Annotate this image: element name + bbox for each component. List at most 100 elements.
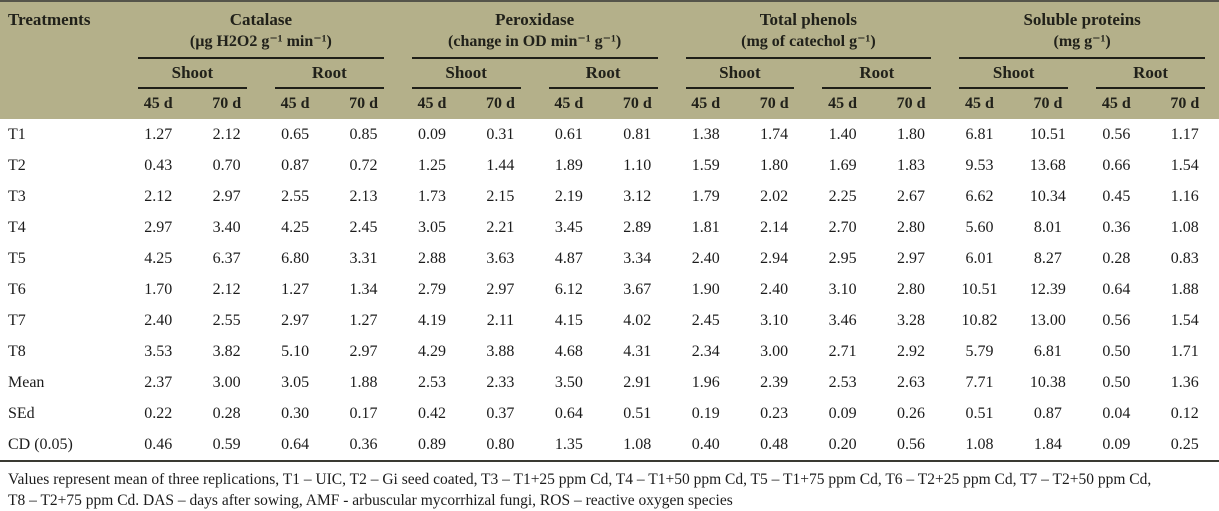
data-cell: 1.34 bbox=[329, 274, 398, 305]
data-cell: 3.40 bbox=[192, 212, 261, 243]
data-cell: 4.87 bbox=[534, 243, 604, 274]
group-header-underline: Total phenols (mg of catechol g⁻¹) bbox=[685, 2, 932, 59]
footnote-line: T8 – T2+75 ppm Cd. DAS – days after sowi… bbox=[8, 492, 733, 509]
header-day-row: 45 d 70 d 45 d 70 d 45 d 70 d 45 d 70 d 45 d 70 d… bbox=[0, 89, 1219, 119]
data-cell: 2.88 bbox=[397, 243, 467, 274]
data-cell: 0.45 bbox=[1082, 181, 1151, 212]
data-cell: 2.53 bbox=[397, 367, 467, 398]
row-label: T6 bbox=[0, 274, 124, 305]
data-cell: 3.34 bbox=[603, 243, 672, 274]
group-name: Total phenols bbox=[759, 10, 857, 29]
data-cell: 0.83 bbox=[1150, 243, 1219, 274]
data-cell: 0.04 bbox=[1082, 398, 1151, 429]
day-header: 45 d bbox=[124, 89, 193, 119]
table-row: T2 0.43 0.70 0.87 0.72 1.25 1.44 1.89 1.10 1.59 1.… bbox=[0, 150, 1219, 181]
data-cell: 1.88 bbox=[1150, 274, 1219, 305]
data-cell: 1.17 bbox=[1150, 119, 1219, 150]
data-cell: 0.46 bbox=[124, 429, 193, 461]
data-cell: 0.30 bbox=[260, 398, 330, 429]
data-cell: 3.10 bbox=[739, 305, 809, 336]
data-cell: 2.40 bbox=[739, 274, 809, 305]
data-cell: 2.63 bbox=[876, 367, 946, 398]
data-cell: 2.45 bbox=[671, 305, 740, 336]
data-cell: 1.69 bbox=[808, 150, 877, 181]
data-cell: 2.13 bbox=[329, 181, 398, 212]
data-cell: 1.10 bbox=[603, 150, 672, 181]
data-cell: 4.25 bbox=[260, 212, 330, 243]
data-cell: 1.08 bbox=[945, 429, 1014, 461]
data-cell: 1.27 bbox=[124, 119, 193, 150]
column-group-header: Soluble proteins (mg g⁻¹) bbox=[945, 1, 1219, 59]
data-cell: 8.01 bbox=[1013, 212, 1083, 243]
data-cell: 0.66 bbox=[1082, 150, 1151, 181]
data-cell: 4.15 bbox=[534, 305, 604, 336]
column-group-header: Peroxidase (change in OD min⁻¹ g⁻¹) bbox=[397, 1, 672, 59]
day-header: 70 d bbox=[192, 89, 261, 119]
data-cell: 2.97 bbox=[260, 305, 330, 336]
data-cell: 2.39 bbox=[739, 367, 809, 398]
data-cell: 5.60 bbox=[945, 212, 1014, 243]
day-header: 70 d bbox=[329, 89, 398, 119]
day-header: 70 d bbox=[876, 89, 946, 119]
table-row: T7 2.40 2.55 2.97 1.27 4.19 2.11 4.15 4.02 2.45 3.… bbox=[0, 305, 1219, 336]
data-cell: 3.31 bbox=[329, 243, 398, 274]
data-cell: 3.12 bbox=[603, 181, 672, 212]
column-group-header: Catalase (µg H2O2 g⁻¹ min⁻¹) bbox=[124, 1, 398, 59]
data-cell: 4.31 bbox=[603, 336, 672, 367]
day-header: 45 d bbox=[1082, 89, 1151, 119]
data-cell: 3.05 bbox=[260, 367, 330, 398]
row-label: T1 bbox=[0, 119, 124, 150]
data-cell: 2.37 bbox=[124, 367, 193, 398]
day-header: 70 d bbox=[739, 89, 809, 119]
group-name: Peroxidase bbox=[495, 10, 575, 29]
data-cell: 1.25 bbox=[397, 150, 467, 181]
data-cell: 4.02 bbox=[603, 305, 672, 336]
data-cell: 0.23 bbox=[739, 398, 809, 429]
data-cell: 2.97 bbox=[192, 181, 261, 212]
row-label: Mean bbox=[0, 367, 124, 398]
data-cell: 0.25 bbox=[1150, 429, 1219, 461]
data-cell: 0.65 bbox=[260, 119, 330, 150]
data-cell: 0.51 bbox=[945, 398, 1014, 429]
data-cell: 1.36 bbox=[1150, 367, 1219, 398]
treatments-header: Treatments bbox=[0, 1, 124, 119]
data-cell: 0.42 bbox=[397, 398, 467, 429]
data-cell: 1.81 bbox=[671, 212, 740, 243]
data-cell: 0.81 bbox=[603, 119, 672, 150]
data-cell: 2.67 bbox=[876, 181, 946, 212]
data-cell: 6.12 bbox=[534, 274, 604, 305]
data-cell: 0.89 bbox=[397, 429, 467, 461]
data-cell: 0.50 bbox=[1082, 336, 1151, 367]
data-cell: 0.56 bbox=[1082, 119, 1151, 150]
data-cell: 10.51 bbox=[1013, 119, 1083, 150]
data-cell: 2.97 bbox=[329, 336, 398, 367]
data-cell: 2.97 bbox=[876, 243, 946, 274]
data-cell: 1.59 bbox=[671, 150, 740, 181]
data-cell: 2.02 bbox=[739, 181, 809, 212]
data-cell: 0.28 bbox=[192, 398, 261, 429]
row-label: T2 bbox=[0, 150, 124, 181]
data-cell: 3.63 bbox=[466, 243, 535, 274]
row-label: SEd bbox=[0, 398, 124, 429]
day-header: 45 d bbox=[808, 89, 877, 119]
data-cell: 2.15 bbox=[466, 181, 535, 212]
data-cell: 3.50 bbox=[534, 367, 604, 398]
data-cell: 3.00 bbox=[192, 367, 261, 398]
data-cell: 0.48 bbox=[739, 429, 809, 461]
data-cell: 2.34 bbox=[671, 336, 740, 367]
data-cell: 0.72 bbox=[329, 150, 398, 181]
group-unit: (mg of catechol g⁻¹) bbox=[741, 33, 876, 50]
data-cell: 2.80 bbox=[876, 212, 946, 243]
data-cell: 4.29 bbox=[397, 336, 467, 367]
data-cell: 2.55 bbox=[192, 305, 261, 336]
data-cell: 6.80 bbox=[260, 243, 330, 274]
data-cell: 0.80 bbox=[466, 429, 535, 461]
data-cell: 2.71 bbox=[808, 336, 877, 367]
data-cell: 0.64 bbox=[1082, 274, 1151, 305]
data-cell: 3.05 bbox=[397, 212, 467, 243]
data-cell: 2.55 bbox=[260, 181, 330, 212]
data-cell: 0.19 bbox=[671, 398, 740, 429]
data-cell: 2.94 bbox=[739, 243, 809, 274]
data-cell: 2.79 bbox=[397, 274, 467, 305]
table-row: Mean 2.37 3.00 3.05 1.88 2.53 2.33 3.50 2.91 1.96… bbox=[0, 367, 1219, 398]
